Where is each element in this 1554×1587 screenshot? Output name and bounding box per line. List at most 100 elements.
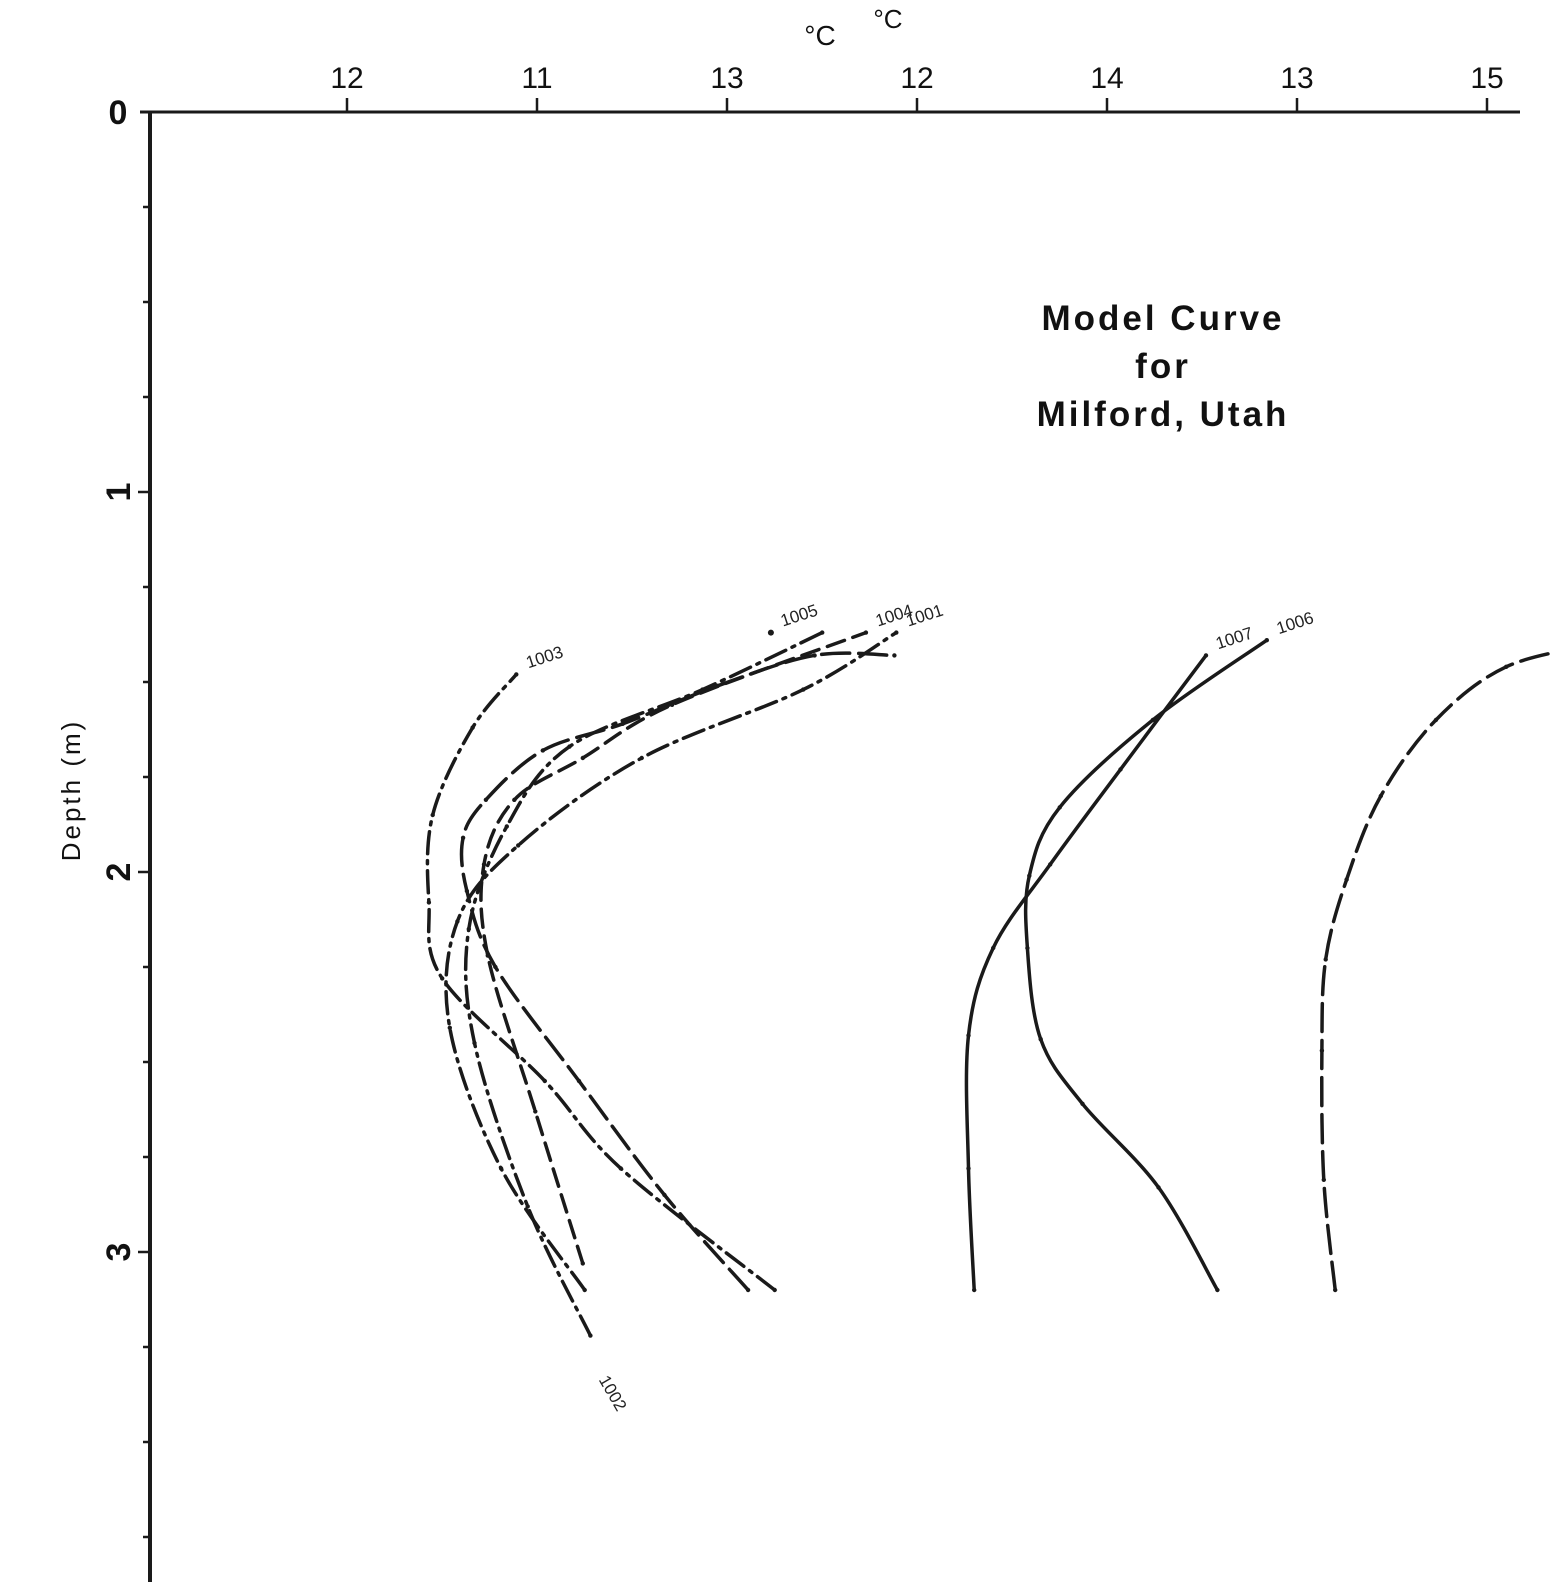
series-1008-point	[1504, 664, 1509, 669]
series-1006-label: 1006	[1274, 608, 1316, 638]
series-1007-point	[1118, 767, 1123, 772]
series-1001-point	[447, 1025, 452, 1031]
series-1002-point	[504, 824, 509, 829]
series-1006-point	[1264, 638, 1270, 643]
chart-title-line: Milford, Utah	[1037, 395, 1290, 434]
series-1003-point	[514, 672, 519, 677]
x-unit-label: °C	[804, 20, 835, 51]
series-unlabeled-1-point	[576, 1078, 582, 1084]
series-1006-point	[1150, 717, 1156, 723]
series-1008-point	[1321, 1177, 1327, 1183]
chart-curves	[425, 629, 1554, 1338]
series-1007-point	[1048, 862, 1053, 867]
series-1007-point	[1203, 653, 1209, 658]
series-1003-label: 1003	[524, 642, 566, 672]
series-1007-label: 1007	[1213, 623, 1255, 653]
series-1001-line	[444, 630, 899, 1292]
series-1003-point	[426, 900, 432, 905]
series-1002-point	[466, 926, 471, 932]
series-1002-point	[588, 1333, 593, 1338]
y-tick-label: 2	[100, 863, 138, 882]
series-1007-point	[972, 1287, 977, 1293]
series-1004-point	[580, 1261, 585, 1266]
series-1003-point	[618, 1166, 623, 1171]
series-unlabeled-1-point	[892, 653, 897, 658]
series-1006-point	[1156, 1185, 1161, 1190]
series-1003-point	[430, 812, 435, 818]
series-1008-line	[1319, 650, 1554, 1292]
series-unlabeled-1-point	[620, 721, 625, 726]
chart-title: Model Curve for Milford, Utah	[1037, 299, 1290, 434]
series-1003-line	[425, 672, 777, 1292]
series-1008-point	[1333, 1287, 1338, 1293]
series-1001-point	[801, 687, 806, 692]
series-1006-point	[1025, 945, 1030, 951]
series-unlabeled-1-line	[459, 651, 897, 1292]
series-unlabeled-1-point	[812, 653, 817, 658]
series-1001-point	[455, 919, 460, 924]
series-unlabeled-1-point	[662, 1192, 667, 1198]
series-1001-point	[582, 1287, 587, 1293]
series-1008-point	[1319, 1048, 1325, 1053]
series-1002-point	[700, 687, 705, 692]
series-1006-point	[1027, 873, 1032, 878]
series-1002-point	[525, 1204, 530, 1209]
series-1004-point	[533, 1109, 538, 1114]
series-1004-point	[580, 755, 585, 761]
series-unlabeled-1-point	[745, 1287, 751, 1293]
x-tick-label: 11	[521, 62, 552, 95]
series-1002-label: 1002	[595, 1372, 630, 1414]
series-1005-point	[767, 629, 774, 636]
chart-title-line: Model Curve	[1041, 299, 1284, 338]
series-1008-point	[1323, 957, 1328, 962]
series-1003-point	[440, 976, 445, 981]
series-1004-line	[479, 630, 868, 1266]
x-tick-label: 13	[710, 62, 743, 95]
series-1007-point	[966, 1166, 971, 1171]
y-tick-label: 0	[109, 94, 128, 132]
x-tick-label: 12	[900, 62, 933, 95]
series-1002-point	[567, 744, 572, 749]
series-1008-point	[1344, 877, 1349, 882]
series-1002-point	[820, 630, 825, 635]
series-1003-point	[470, 725, 475, 730]
series-unlabeled-1-point	[540, 748, 546, 753]
series-1004-point	[512, 797, 517, 802]
series-1003-point	[542, 1078, 547, 1084]
y-tick-label: 1	[100, 483, 138, 502]
x-tick-label: 15	[1470, 62, 1503, 95]
x-unit-label: °C	[873, 4, 902, 34]
series-1001-point	[639, 755, 644, 761]
series-unlabeled-1-point	[464, 888, 470, 894]
series-1006-point	[1038, 1037, 1043, 1042]
series-1007-point	[991, 945, 996, 951]
series-1008-point	[1433, 717, 1439, 723]
series-1006-point	[1215, 1287, 1220, 1293]
series-1002-line	[463, 630, 824, 1338]
series-1007-point	[966, 1033, 971, 1038]
series-1001-point	[516, 843, 521, 848]
y-tick-label: 3	[100, 1243, 138, 1262]
x-tick-label: 12	[330, 62, 363, 95]
y-axis-label: Depth (m)	[56, 719, 86, 862]
series-unlabeled-1-point	[483, 797, 489, 802]
series-1001-point	[498, 1166, 504, 1171]
series-1008-point	[1378, 793, 1384, 799]
x-tick-label: 14	[1090, 62, 1123, 95]
x-tick-label: 13	[1280, 62, 1313, 95]
series-1004-point	[481, 862, 487, 867]
series-1006-point	[1057, 805, 1062, 810]
series-1006-point	[1080, 1101, 1085, 1107]
series-1004-point	[485, 953, 490, 958]
chart-title-line: for	[1135, 347, 1191, 386]
series-1003-point	[772, 1287, 777, 1293]
series-unlabeled-1-point	[460, 835, 466, 840]
series-unlabeled-1-point	[493, 964, 498, 970]
series-1007-line	[964, 653, 1208, 1292]
series-1004-point	[863, 630, 869, 635]
series-1002-point	[472, 1040, 477, 1046]
series-1001-point	[894, 630, 899, 635]
chart-labels: 10031001100410021005100710061008	[524, 601, 1316, 1415]
